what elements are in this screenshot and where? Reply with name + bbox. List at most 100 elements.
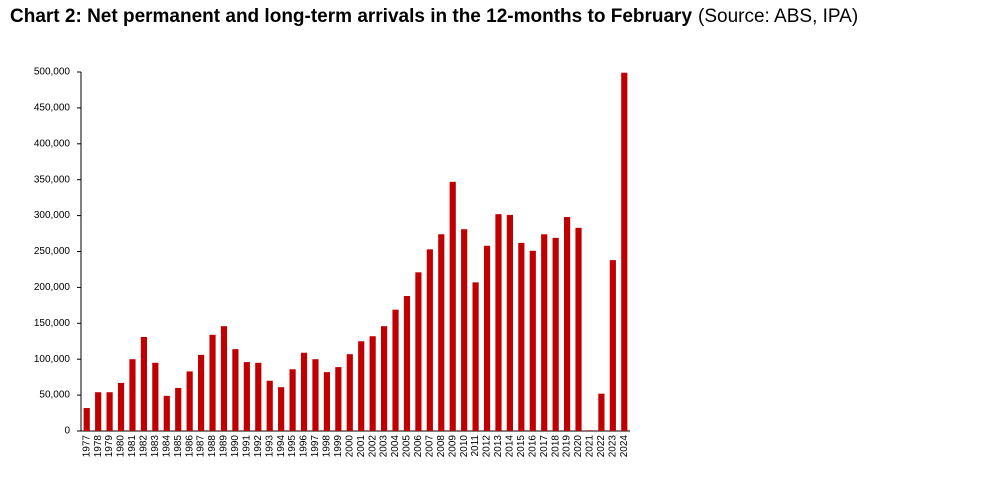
bar (609, 260, 616, 431)
bar (289, 369, 296, 431)
x-tick-label: 2000 (344, 435, 355, 458)
bar (255, 362, 262, 431)
x-tick-label: 1985 (173, 435, 184, 458)
x-tick-label: 2004 (390, 435, 401, 458)
bar (495, 214, 502, 431)
x-tick-label: 2002 (367, 435, 378, 458)
x-tick-label: 2005 (402, 435, 413, 458)
bar (198, 354, 205, 431)
bar (426, 249, 433, 431)
y-tick-label: 200,000 (34, 282, 71, 293)
x-tick-label: 1977 (81, 435, 92, 458)
bar (83, 408, 90, 431)
y-tick-label: 450,000 (34, 103, 71, 114)
x-tick-label: 2016 (527, 435, 538, 458)
bar (152, 362, 159, 431)
x-tick-label: 2001 (356, 435, 367, 458)
x-tick-label: 2003 (379, 435, 390, 458)
bar (483, 245, 491, 431)
y-tick-label: 50,000 (39, 390, 70, 401)
bar (392, 309, 399, 431)
y-tick-label: 350,000 (34, 174, 71, 185)
x-tick-label: 2021 (585, 435, 596, 458)
bar (95, 392, 102, 431)
bar (438, 234, 445, 431)
bar (449, 181, 456, 431)
x-tick-label: 1984 (161, 435, 172, 458)
bar (415, 272, 422, 431)
x-tick-label: 2014 (505, 435, 516, 458)
x-tick-label: 1994 (276, 435, 287, 458)
bar (564, 217, 571, 431)
x-tick-label: 1990 (230, 435, 241, 458)
bar (140, 336, 147, 431)
bar (175, 387, 182, 431)
bar (106, 392, 113, 431)
bar (518, 242, 525, 431)
x-tick-label: 1978 (93, 435, 104, 458)
y-tick-label: 500,000 (34, 67, 71, 78)
bar (186, 371, 193, 431)
y-tick-label: 300,000 (34, 210, 71, 221)
x-tick-label: 1993 (264, 435, 275, 458)
chart-subtitle: (Source: ABS, IPA) (698, 6, 858, 27)
x-tick-label: 1998 (322, 435, 333, 458)
bar (346, 354, 353, 431)
x-tick-label: 2022 (596, 435, 607, 458)
x-tick-label: 1983 (150, 435, 161, 458)
bar (381, 326, 388, 431)
x-tick-label: 1995 (287, 435, 298, 458)
x-tick-label: 1986 (184, 435, 195, 458)
x-tick-label: 2017 (539, 435, 550, 458)
x-tick-label: 2012 (482, 435, 493, 458)
x-tick-label: 2020 (573, 435, 584, 458)
bar (552, 237, 559, 431)
bar (278, 387, 285, 431)
bar (529, 250, 536, 431)
bar (621, 72, 628, 431)
chart-title: Chart 2: Net permanent and long-term arr… (10, 6, 692, 27)
x-tick-label: 1988 (207, 435, 218, 458)
x-tick-label: 1996 (299, 435, 310, 458)
x-tick-label: 1982 (139, 435, 150, 458)
bar (461, 229, 468, 431)
x-tick-label: 2013 (493, 435, 504, 458)
x-tick-label: 1980 (116, 435, 127, 458)
bar (117, 382, 125, 431)
bar (598, 393, 605, 431)
bar (232, 349, 239, 431)
bar (586, 430, 594, 431)
x-tick-label: 1987 (196, 435, 207, 458)
bar (129, 359, 136, 431)
bar (369, 336, 376, 431)
bar (163, 395, 170, 431)
y-tick-label: 150,000 (34, 318, 71, 329)
x-tick-label: 2006 (413, 435, 424, 458)
x-tick-label: 2008 (436, 435, 447, 458)
x-tick-label: 2019 (562, 435, 573, 458)
x-tick-label: 2011 (470, 435, 481, 457)
bar (323, 372, 330, 431)
x-tick-label: 1992 (253, 435, 264, 458)
x-tick-label: 2018 (550, 435, 561, 458)
bar (220, 326, 228, 431)
y-tick-label: 100,000 (34, 354, 71, 365)
x-tick-label: 1997 (310, 435, 321, 458)
x-tick-label: 2010 (459, 435, 470, 458)
x-tick-label: 2023 (607, 435, 618, 458)
x-tick-label: 1991 (241, 435, 252, 458)
bar (312, 359, 319, 431)
bar (506, 214, 513, 431)
bar (300, 352, 308, 431)
y-tick-label: 400,000 (34, 138, 71, 149)
x-tick-label: 2007 (424, 435, 435, 458)
bar (209, 334, 216, 431)
bar (575, 227, 582, 431)
bar (358, 341, 365, 431)
x-tick-label: 1999 (333, 435, 344, 458)
bar (335, 367, 342, 431)
bar (266, 380, 273, 431)
x-tick-label: 2009 (447, 435, 458, 458)
y-tick-label: 250,000 (34, 246, 71, 257)
